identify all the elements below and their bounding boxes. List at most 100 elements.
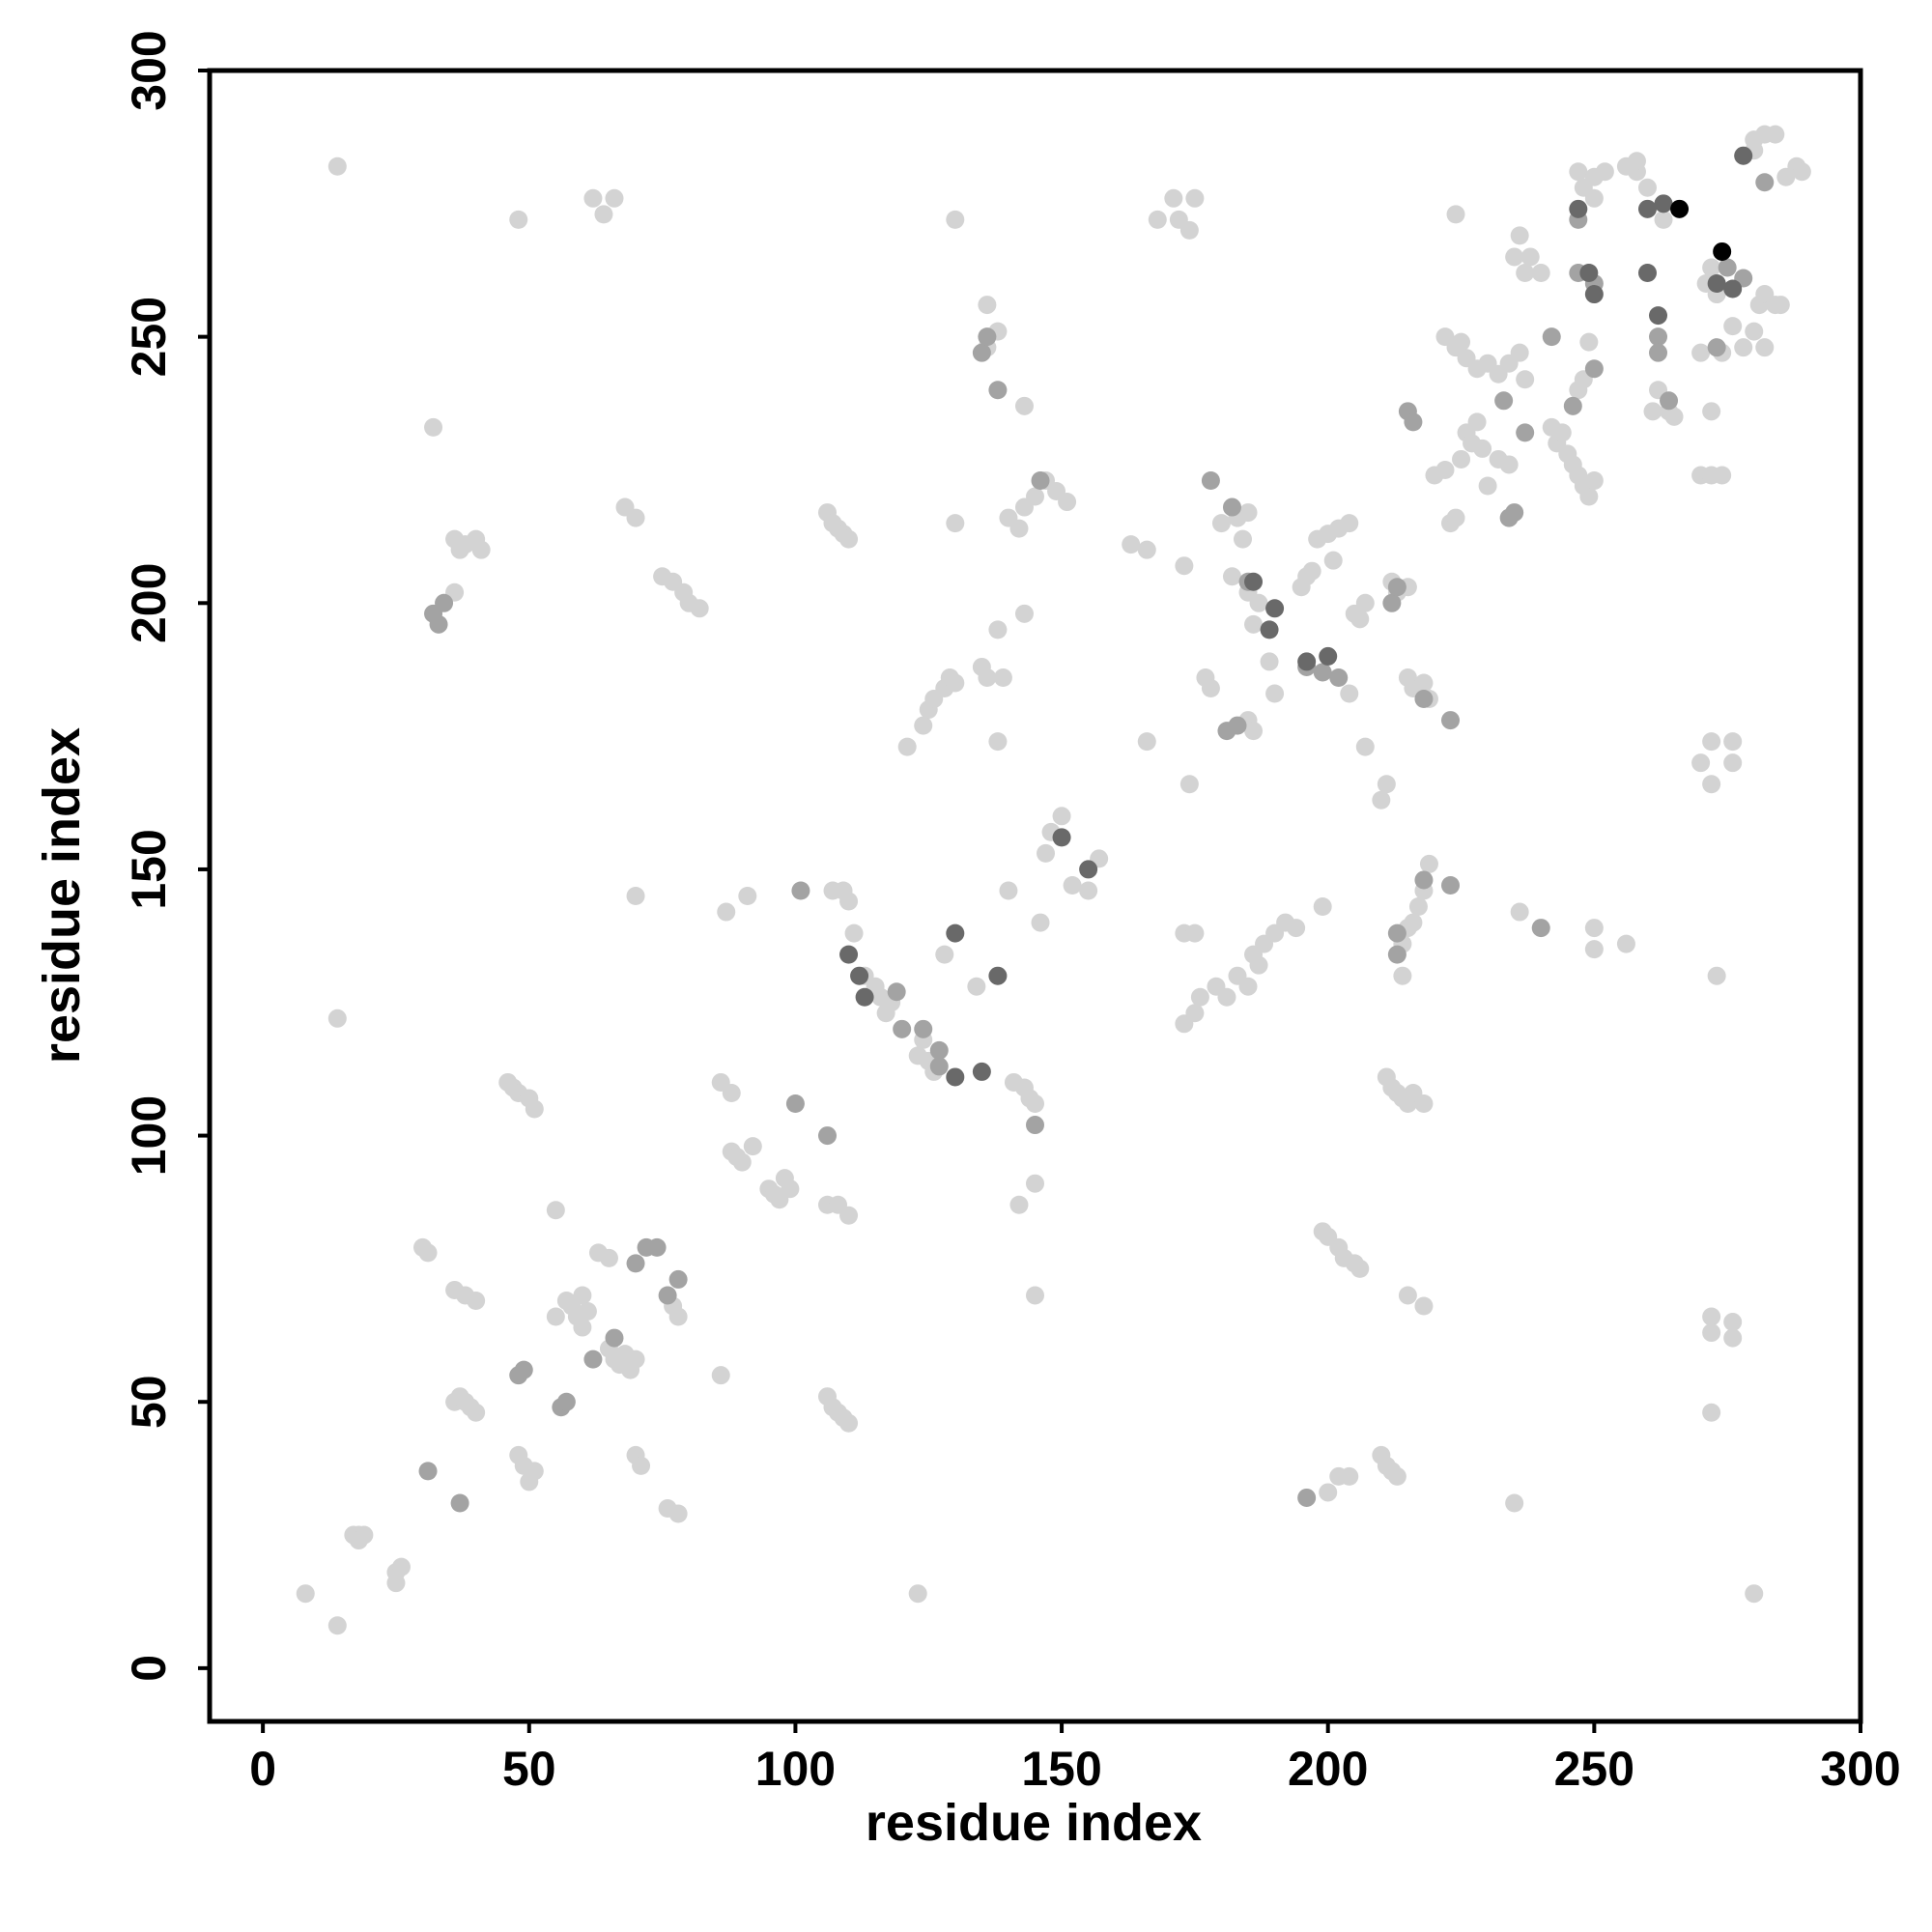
point — [1707, 966, 1726, 985]
point — [972, 343, 991, 362]
point — [817, 1126, 837, 1146]
point — [1052, 807, 1071, 826]
point — [1584, 188, 1604, 208]
point — [1713, 466, 1732, 485]
point — [1026, 1094, 1044, 1114]
point — [1452, 332, 1471, 352]
point — [461, 1398, 480, 1417]
point — [546, 1307, 565, 1326]
point — [1660, 391, 1679, 411]
point — [1222, 567, 1241, 586]
point — [1228, 716, 1247, 735]
point — [1350, 610, 1370, 629]
point — [573, 1286, 592, 1305]
point — [1329, 668, 1349, 687]
point — [690, 599, 709, 618]
point — [1441, 875, 1461, 895]
point — [1063, 875, 1082, 895]
point — [467, 1291, 486, 1310]
point — [914, 1019, 933, 1038]
point — [1510, 902, 1529, 922]
point — [1516, 370, 1535, 389]
point — [1185, 1004, 1205, 1023]
point — [583, 188, 603, 208]
point — [1009, 519, 1029, 538]
point — [1244, 722, 1264, 741]
point — [1414, 673, 1434, 693]
point — [781, 1179, 800, 1199]
point — [1175, 556, 1194, 576]
point — [1723, 317, 1743, 336]
point — [1217, 987, 1236, 1007]
point — [1302, 561, 1321, 581]
point — [594, 205, 613, 224]
point — [1452, 449, 1471, 469]
y-tick-label: 50 — [122, 1375, 176, 1429]
point — [1707, 338, 1726, 357]
point — [1670, 199, 1690, 218]
point — [1265, 684, 1285, 703]
point — [1287, 919, 1306, 938]
point — [893, 1019, 912, 1038]
point — [327, 1616, 347, 1635]
point — [1323, 551, 1343, 570]
point — [1723, 753, 1743, 773]
point — [471, 540, 491, 559]
point — [839, 1206, 859, 1225]
point — [897, 737, 917, 756]
point — [1702, 732, 1721, 752]
point — [583, 1350, 603, 1369]
point — [1516, 423, 1535, 442]
y-tick-label: 150 — [122, 829, 176, 909]
point — [1026, 1174, 1044, 1193]
point — [1584, 359, 1604, 379]
point — [1584, 940, 1604, 959]
point — [978, 327, 997, 347]
point — [525, 1099, 544, 1119]
point — [1718, 258, 1737, 277]
point — [1260, 620, 1279, 639]
point — [450, 1493, 469, 1513]
point — [418, 1462, 438, 1481]
point — [1584, 470, 1604, 490]
point — [1238, 503, 1258, 523]
y-tick-label: 0 — [122, 1655, 176, 1682]
y-tick-label: 300 — [122, 30, 176, 110]
point — [520, 1472, 539, 1492]
point — [1649, 327, 1668, 347]
point — [647, 1237, 667, 1257]
plot-frame — [207, 68, 1863, 1724]
point — [1473, 439, 1492, 458]
point — [1079, 860, 1098, 879]
point — [514, 1360, 533, 1379]
point — [1414, 1296, 1434, 1316]
point — [1654, 210, 1673, 229]
point — [418, 1243, 438, 1263]
x-axis-title: residue index — [866, 1794, 1202, 1852]
point — [626, 887, 645, 905]
point — [1201, 678, 1220, 697]
point — [573, 1318, 592, 1337]
point — [1584, 919, 1604, 938]
point — [1505, 247, 1524, 267]
point — [391, 1557, 411, 1577]
point — [1584, 285, 1604, 304]
point — [1350, 1259, 1370, 1278]
x-tick-label: 200 — [1288, 1742, 1368, 1796]
point — [839, 945, 859, 964]
point — [1542, 327, 1561, 347]
point — [668, 1269, 688, 1289]
point — [546, 1201, 565, 1220]
point — [1249, 593, 1268, 612]
point — [738, 887, 757, 905]
point — [1510, 343, 1529, 362]
point — [1185, 923, 1205, 943]
point — [386, 1574, 406, 1593]
point — [1755, 173, 1775, 192]
point — [1313, 663, 1332, 682]
point — [1201, 470, 1220, 490]
point — [349, 1531, 368, 1550]
point — [1355, 593, 1375, 612]
point — [296, 1584, 315, 1604]
